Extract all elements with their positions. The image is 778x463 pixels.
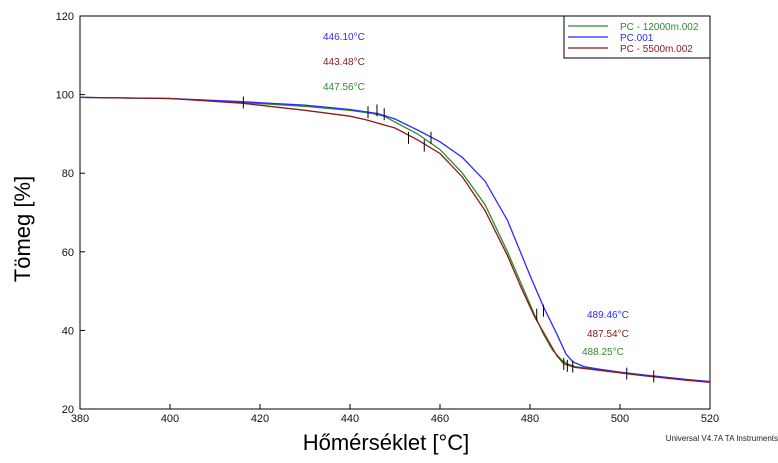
y-axis-title: Tömeg [%] [10,176,35,282]
onset-annotation: 443.48°C [323,57,365,68]
x-tick-label: 480 [521,413,539,425]
y-tick-label: 20 [62,404,74,416]
marker-layer [242,96,655,383]
y-tick-label: 120 [56,11,74,23]
x-tick-label: 520 [701,413,719,425]
series-layer [79,96,711,383]
x-tick-label: 380 [71,413,89,425]
x-tick-label: 440 [341,413,359,425]
x-tick-label: 400 [161,413,179,425]
onset-annotation: 447.56°C [323,82,365,93]
series-line-2 [79,96,711,383]
y-axis-ticks: 20 40 60 80 100 120 [56,11,85,416]
legend-entry: PC - 5500m.002 [620,44,693,55]
endset-annotation: 488.25°C [582,347,624,358]
endset-annotation: 489.46°C [587,310,629,321]
y-tick-label: 60 [62,247,74,259]
legend-entry: PC.001 [620,33,654,44]
y-tick-label: 40 [62,325,74,337]
x-tick-label: 420 [251,413,269,425]
x-axis-ticks: 380 400 420 440 460 480 500 520 [71,404,719,425]
y-tick-label: 100 [56,90,74,102]
x-axis-title: Hőmérséklet [°C] [303,430,470,455]
x-tick-label: 500 [611,413,629,425]
footer-credit: Universal V4.7A TA Instruments [665,434,778,443]
y-tick-label: 80 [62,168,74,180]
x-tick-label: 460 [431,413,449,425]
annotation-layer: 446.10°C 443.48°C 447.56°C 489.46°C 487.54°C… [323,32,629,358]
legend-entry: PC - 12000m.002 [620,22,699,33]
plot-frame [79,15,711,410]
onset-annotation: 446.10°C [323,32,365,43]
endset-annotation: 487.54°C [587,329,629,340]
series-line-1 [79,96,711,383]
